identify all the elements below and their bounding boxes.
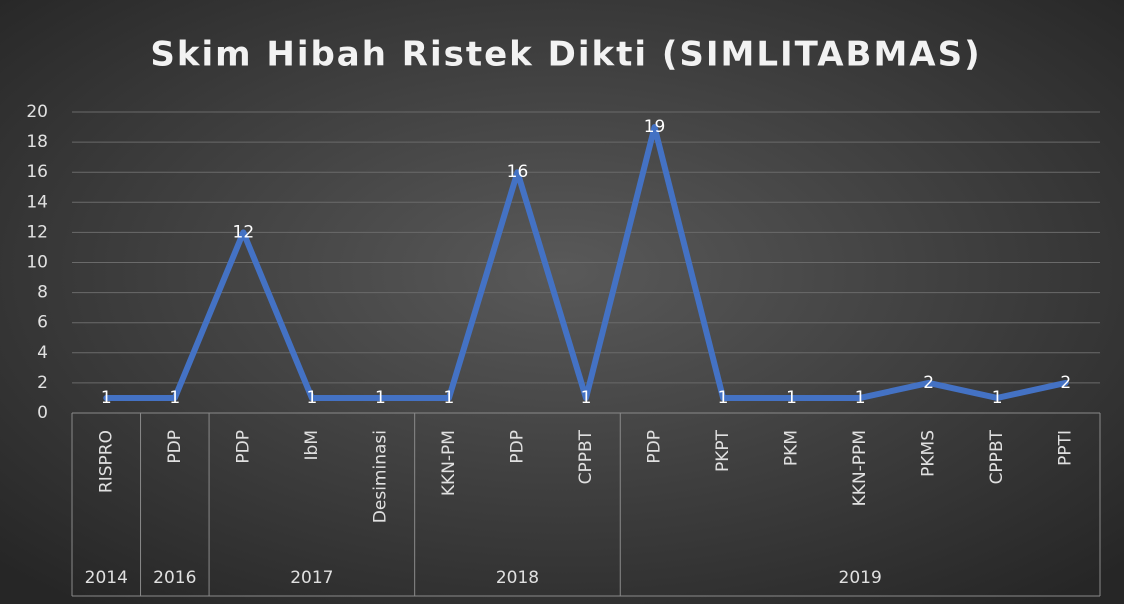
data-label: 1 — [306, 388, 317, 408]
data-label: 1 — [718, 388, 729, 408]
data-label: 12 — [233, 222, 255, 242]
y-tick-label: 2 — [37, 373, 48, 393]
y-tick-label: 4 — [37, 343, 48, 363]
y-tick-label: 0 — [37, 403, 48, 423]
y-tick-label: 6 — [37, 313, 48, 333]
x-tick-label: PDP — [645, 430, 665, 464]
x-tick-label: KKN-PM — [439, 430, 459, 496]
y-tick-label: 14 — [26, 192, 48, 212]
data-label: 2 — [923, 373, 934, 393]
x-tick-label: PPTI — [1056, 430, 1076, 466]
x-group-label: 2017 — [290, 568, 333, 588]
x-group-label: 2016 — [153, 568, 196, 588]
data-label: 1 — [786, 388, 797, 408]
x-tick-label: KKN-PPM — [850, 430, 870, 506]
data-label: 2 — [1060, 373, 1071, 393]
x-group-label: 2018 — [496, 568, 539, 588]
x-tick-label: PDP — [233, 430, 253, 464]
x-tick-label: PDP — [507, 430, 527, 464]
line — [103, 124, 1069, 401]
data-label: 1 — [992, 388, 1003, 408]
y-tick-label: 12 — [26, 222, 48, 242]
x-tick-label: RISPRO — [96, 430, 116, 493]
y-tick-label: 10 — [26, 253, 48, 273]
x-tick-label: PKM — [782, 430, 802, 466]
y-tick-label: 18 — [26, 132, 48, 152]
x-tick-label: PKPT — [713, 429, 733, 472]
data-label: 19 — [644, 117, 666, 137]
chart-title: Skim Hibah Ristek Dikti (SIMLITABMAS) — [150, 35, 981, 75]
data-label: 1 — [855, 388, 866, 408]
x-group-label: 2019 — [839, 568, 882, 588]
x-tick-label: PKMS — [919, 430, 939, 477]
data-label: 1 — [169, 388, 180, 408]
data-label: 1 — [581, 388, 592, 408]
x-tick-label: IbM — [302, 430, 322, 460]
x-tick-label: Desiminasi — [370, 430, 390, 523]
data-label: 1 — [375, 388, 386, 408]
data-label: 1 — [444, 388, 455, 408]
x-tick-label: PDP — [165, 430, 185, 464]
data-label: 16 — [507, 162, 529, 182]
x-tick-label: CPPBT — [576, 429, 596, 484]
x-group-label: 2014 — [85, 568, 128, 588]
y-tick-label: 16 — [26, 162, 48, 182]
y-tick-label: 20 — [26, 102, 48, 122]
x-tick-label: CPPBT — [987, 429, 1007, 484]
data-label: 1 — [101, 388, 112, 408]
y-tick-label: 8 — [37, 283, 48, 303]
